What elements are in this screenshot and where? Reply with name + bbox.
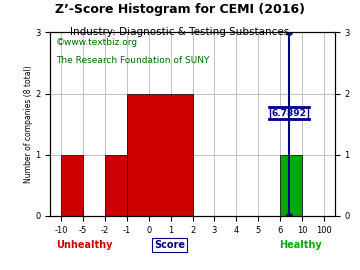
Y-axis label: Number of companies (8 total): Number of companies (8 total) <box>23 65 32 183</box>
Bar <box>105 155 127 216</box>
Text: The Research Foundation of SUNY: The Research Foundation of SUNY <box>56 56 210 65</box>
Bar <box>127 94 193 216</box>
Text: Z’-Score Histogram for CEMI (2016): Z’-Score Histogram for CEMI (2016) <box>55 3 305 16</box>
Text: Healthy: Healthy <box>279 240 322 250</box>
Bar <box>61 155 83 216</box>
Bar <box>280 155 302 216</box>
Text: Industry: Diagnostic & Testing Substances: Industry: Diagnostic & Testing Substance… <box>70 27 290 37</box>
Text: 6.7892: 6.7892 <box>271 109 306 118</box>
Text: Score: Score <box>154 240 185 250</box>
Text: ©www.textbiz.org: ©www.textbiz.org <box>56 38 138 47</box>
Text: Unhealthy: Unhealthy <box>56 240 113 250</box>
